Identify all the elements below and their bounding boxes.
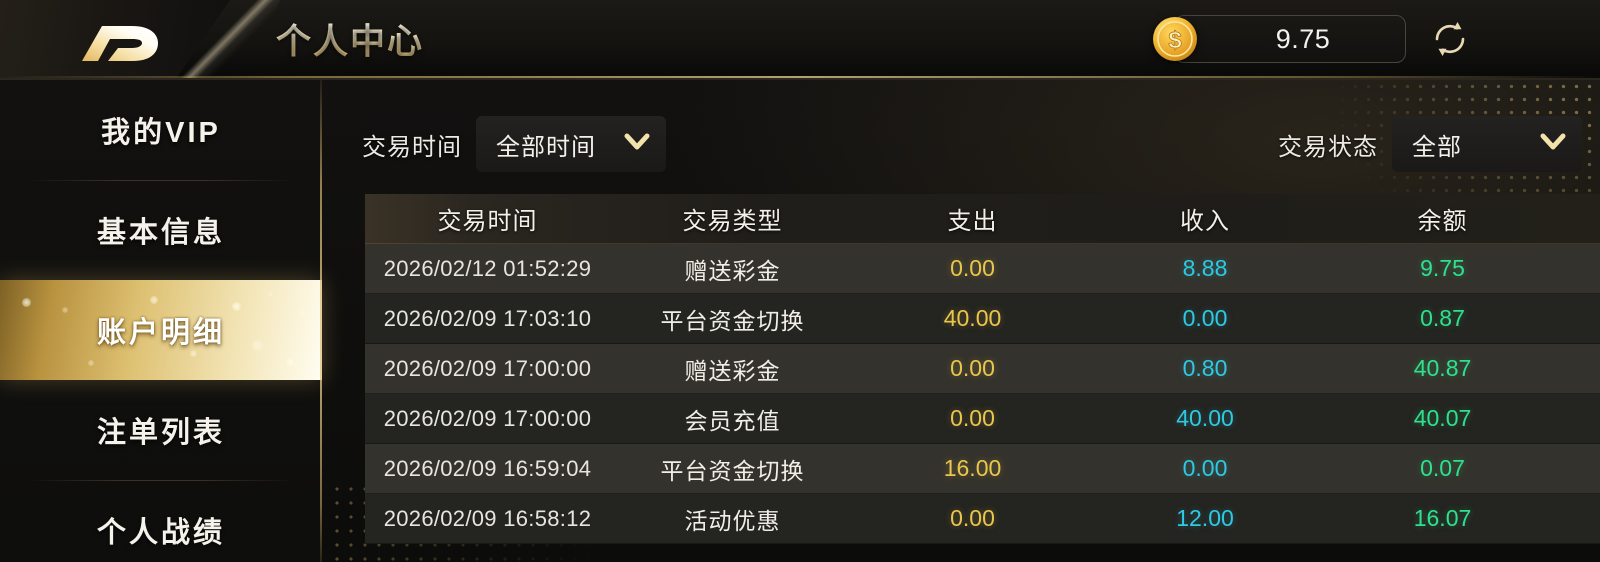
cell-expense: 0.00 [950,405,995,431]
cell-time: 2026/02/09 17:03:10 [383,305,592,331]
sidebar-item-3[interactable]: 注单列表 [0,380,322,480]
column-header-2: 支出 [947,208,998,235]
cell-expense: 40.00 [943,305,1002,331]
gold-coin-dollar-icon: $ [1151,15,1199,63]
sidebar-item-0[interactable]: 我的VIP [0,80,322,180]
cell-type: 赠送彩金 [684,257,781,284]
cell-time: 2026/02/09 16:59:04 [383,455,592,481]
transaction-status-label: 交易状态 [1278,133,1378,161]
table-row[interactable]: 2026/02/09 16:58:12 活动优惠 0.00 12.00 16.07 [365,494,1600,544]
column-header-1: 交易类型 [682,208,783,235]
cell-expense: 0.00 [950,355,995,381]
table-row[interactable]: 2026/02/09 17:03:10 平台资金切换 40.00 0.00 0.87 [365,294,1600,344]
cell-expense: 0.00 [950,505,995,531]
table-row[interactable]: 2026/02/09 17:00:00 会员充值 0.00 40.00 40.07 [365,394,1600,444]
cell-balance: 0.87 [1420,305,1465,331]
cell-balance: 40.07 [1413,405,1472,431]
filter-bar: 交易时间 全部时间 交易状态 全部 [322,80,1600,194]
column-header-0: 交易时间 [437,208,538,235]
cell-time: 2026/02/12 01:52:29 [383,255,592,281]
cell-income: 0.80 [1182,355,1228,381]
sidebar-item-4[interactable]: 个人战绩 [0,480,322,562]
sidebar-item-label: 注单列表 [96,417,225,449]
cell-type: 会员充值 [684,407,781,434]
balance-pill[interactable]: $ 9.75 [1153,15,1406,63]
brand-d-logo-icon[interactable] [72,14,168,68]
sidebar-item-label: 账户明细 [96,317,225,349]
cell-type: 活动优惠 [684,507,781,534]
cell-income: 0.00 [1182,455,1228,481]
cell-income: 40.00 [1176,405,1234,431]
cell-income: 8.88 [1182,255,1228,281]
table-row[interactable]: 2026/02/09 17:00:00 赠送彩金 0.00 0.80 40.87 [365,344,1600,394]
chevron-down-icon [1540,133,1566,156]
table-body: 2026/02/12 01:52:29 赠送彩金 0.00 8.88 9.75 2026/… [365,244,1600,544]
cell-income: 0.00 [1182,305,1228,331]
transaction-status-value: 全部 [1412,133,1462,161]
column-header-4: 余额 [1417,208,1468,235]
column-header-3: 收入 [1180,208,1230,235]
transaction-time-label: 交易时间 [362,133,462,161]
balance-value: 9.75 [1275,23,1331,54]
cell-balance: 0.07 [1420,455,1465,481]
cell-expense: 16.00 [943,455,1002,481]
sidebar-item-1[interactable]: 基本信息 [0,180,322,280]
svg-text:$: $ [1168,27,1182,54]
app-header: 个人中心 [0,0,1600,80]
cell-type: 平台资金切换 [660,457,805,484]
transaction-status-filter: 交易状态 全部 [1278,116,1582,172]
cell-balance: 40.87 [1413,355,1472,381]
sidebar-item-label: 基本信息 [96,217,225,249]
page-title: 个人中心 [276,14,424,65]
cell-income: 12.00 [1176,505,1234,531]
chevron-down-icon [624,133,650,156]
page-body: 我的VIP 基本信息账户明细注单列表个人战绩 交易时间 全部时间 [0,80,1600,562]
cell-type: 赠送彩金 [684,357,781,384]
balance-module: $ 9.75 [1153,14,1472,64]
cell-balance: 9.75 [1420,255,1465,281]
cell-time: 2026/02/09 17:00:00 [383,405,592,431]
cell-time: 2026/02/09 17:00:00 [383,355,592,381]
transactions-table: 交易时间 交易类型 支出 收入 余额 2026/02/12 01:52:29 赠送彩金 0.… [365,194,1600,544]
cell-type: 平台资金切换 [660,307,805,334]
table-row[interactable]: 2026/02/12 01:52:29 赠送彩金 0.00 8.88 9.75 [365,244,1600,294]
transaction-time-select[interactable]: 全部时间 [476,116,666,172]
cell-time: 2026/02/09 16:58:12 [383,505,592,531]
transaction-status-select[interactable]: 全部 [1392,116,1582,172]
refresh-circular-arrows-icon[interactable] [1428,17,1472,61]
table-row[interactable]: 2026/02/09 16:59:04 平台资金切换 16.00 0.00 0.07 [365,444,1600,494]
cell-expense: 0.00 [950,255,995,281]
sidebar-item-label: 我的VIP [101,117,221,149]
transaction-time-filter: 交易时间 全部时间 [362,116,666,172]
sidebar-nav: 我的VIP 基本信息账户明细注单列表个人战绩 [0,80,322,562]
sidebar-item-label: 个人战绩 [96,517,225,549]
transaction-time-value: 全部时间 [496,133,596,161]
main-content: 交易时间 全部时间 交易状态 全部 [322,80,1600,562]
table-header-row: 交易时间 交易类型 支出 收入 余额 [365,194,1600,244]
sidebar-item-2[interactable]: 账户明细 [0,280,322,380]
cell-balance: 16.07 [1413,505,1472,531]
